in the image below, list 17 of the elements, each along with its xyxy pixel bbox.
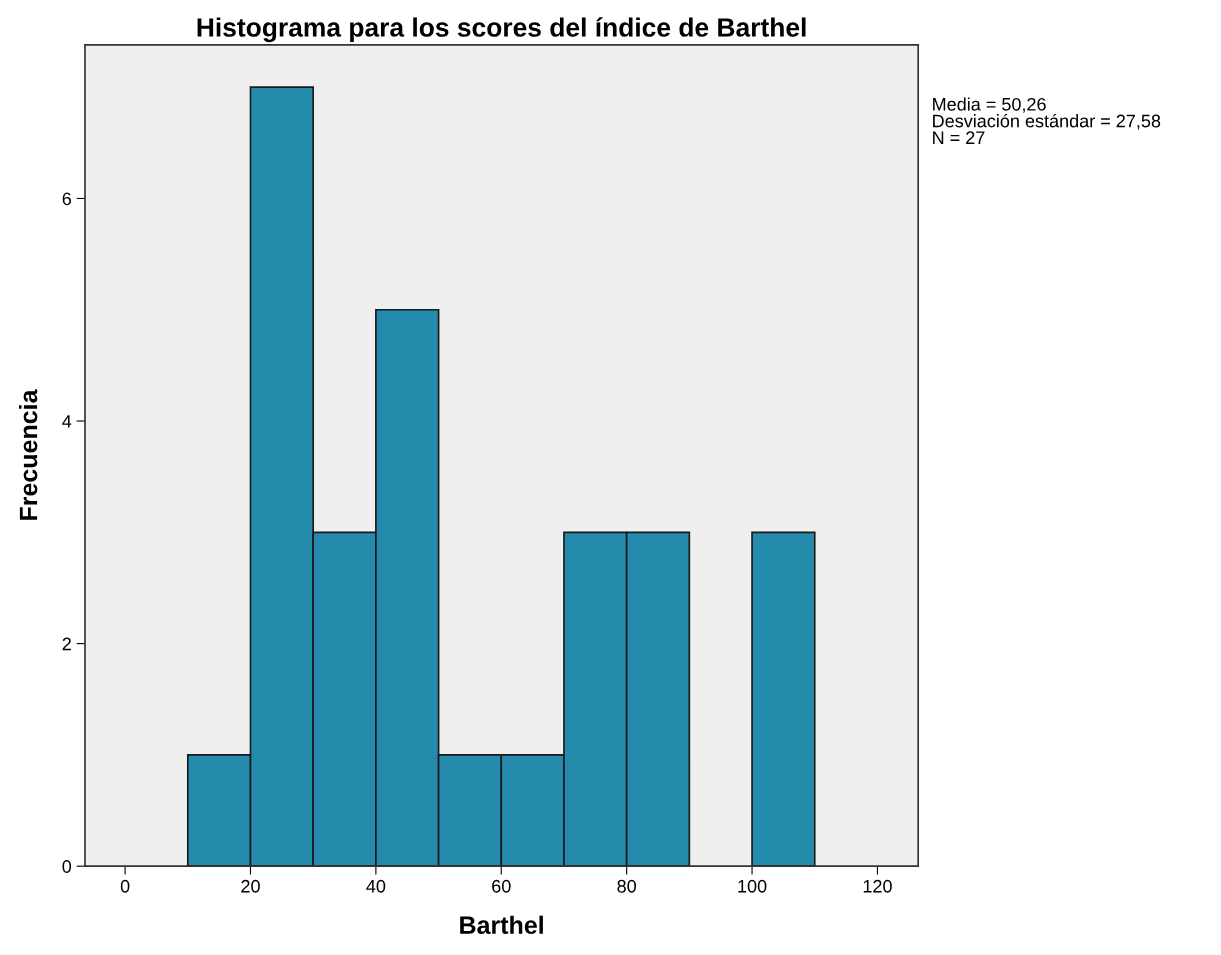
text: Desviación estándar = 27,58 [933,113,1161,130]
x-tick-label: 40 [366,879,386,893]
text: N = 27 [933,131,985,144]
y-tick-label: 0 [62,860,72,873]
x-tick-label: 60 [492,879,511,893]
y-axis-title: Frecuencia [19,389,38,520]
x-tick-label: 120 [863,879,892,893]
x-tick-label: 80 [617,879,636,893]
x-tick-label: 20 [241,879,260,893]
x-tick-label: 100 [738,879,767,893]
y-tick-label: 2 [62,637,71,651]
x-tick-label: 0 [120,879,130,893]
y-tick-label: 4 [62,415,72,428]
chart-title: Histograma para los scores del índice de Barthel [197,17,806,43]
y-tick-label: 6 [62,192,71,206]
text: Media = 50,26 [933,97,1046,113]
x-axis-title: Barthel [460,915,543,935]
